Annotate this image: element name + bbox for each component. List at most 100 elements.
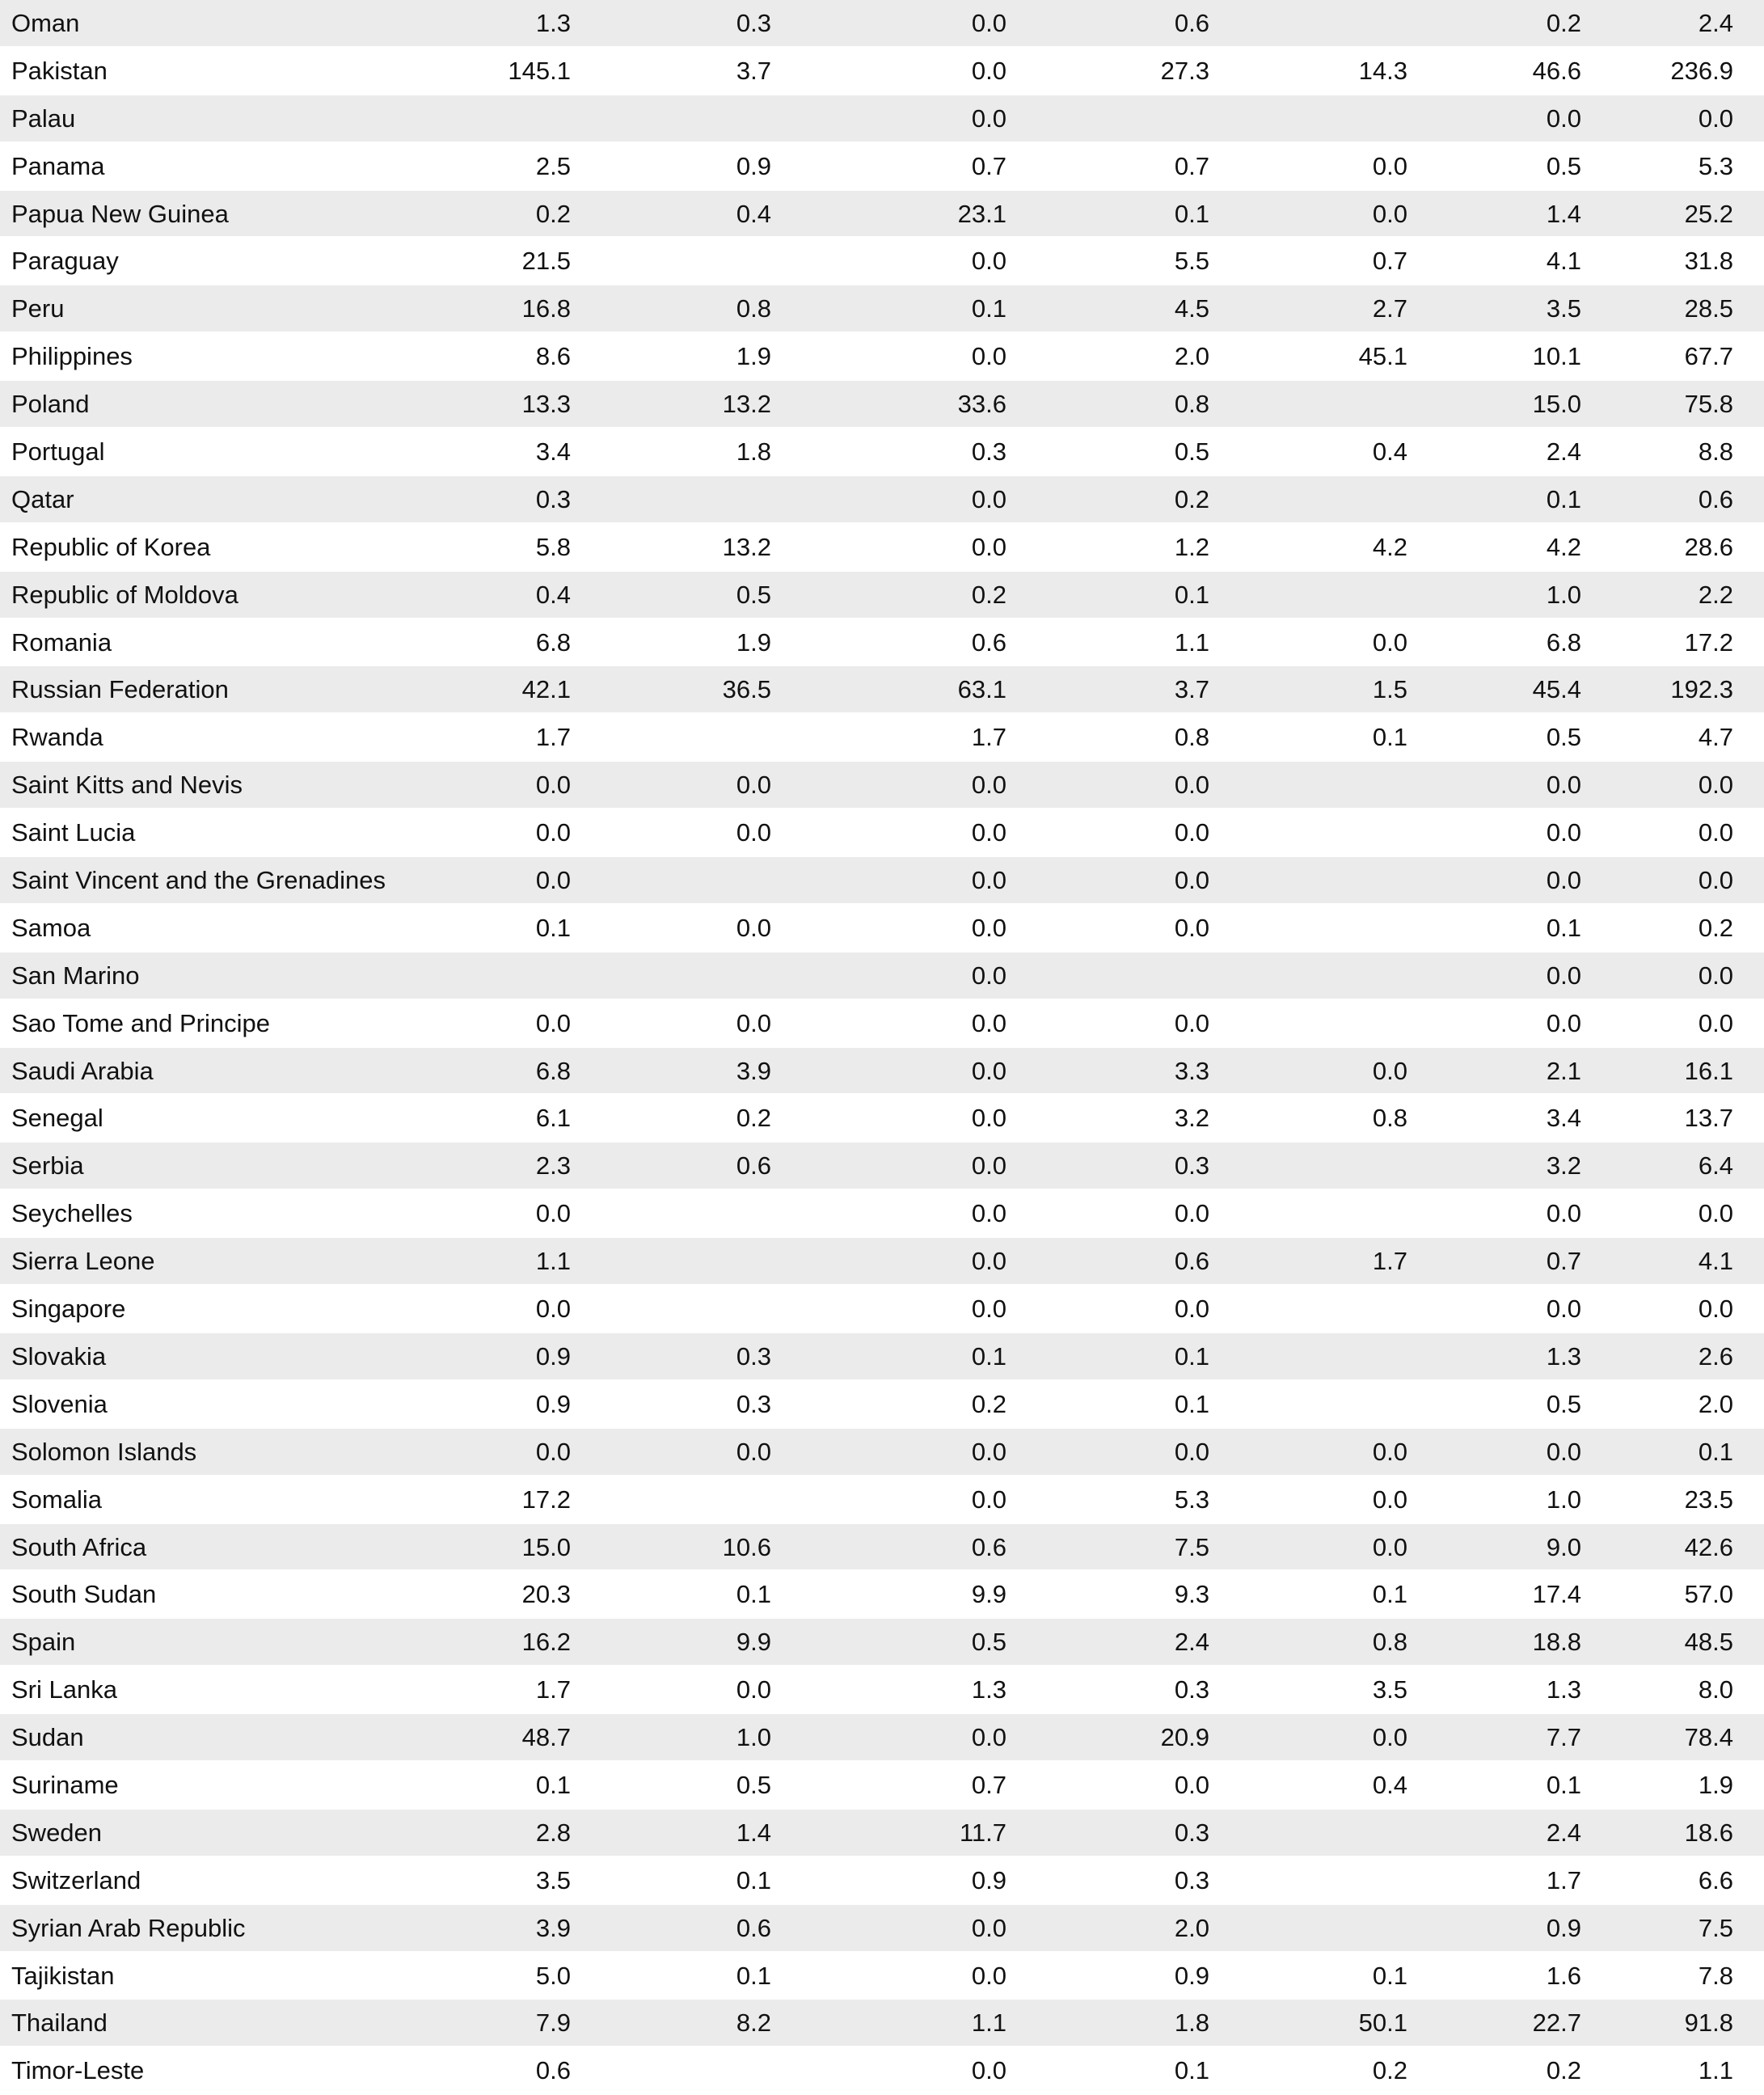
value-cell: 0.5 — [1546, 723, 1581, 752]
value-cell: 0.0 — [1372, 1723, 1407, 1752]
value-cell: 1.9 — [1698, 1770, 1733, 1799]
value-cell: 45.1 — [1358, 342, 1407, 371]
value-cell: 57.0 — [1684, 1580, 1733, 1609]
value-cell — [610, 1286, 771, 1333]
table-row: South Africa 15.0 10.6 0.6 7.5 0.0 9.0 42.6 — [0, 1523, 1764, 1572]
value-cell: 0.3 — [535, 484, 571, 513]
value-cell: 2.5 — [535, 151, 571, 180]
value-cell: 0.4 — [535, 580, 571, 609]
value-cell: 0.0 — [1546, 1437, 1581, 1466]
value-cell: 4.1 — [1698, 1247, 1733, 1276]
value-cell: 75.8 — [1684, 390, 1733, 419]
value-cell: 0.3 — [1174, 1818, 1209, 1847]
country-name: Palau — [11, 103, 76, 133]
table-row: Palau 0.0 0.0 0.0 — [0, 95, 1764, 143]
value-cell: 0.0 — [1546, 961, 1581, 990]
value-cell: 8.6 — [535, 342, 571, 371]
value-cell: 4.1 — [1546, 247, 1581, 276]
value-cell: 25.2 — [1684, 199, 1733, 228]
value-cell: 22.7 — [1532, 2008, 1581, 2038]
country-name: Qatar — [11, 484, 74, 513]
table-row: Syrian Arab Republic 3.9 0.6 0.0 2.0 0.9 7.5 — [0, 1904, 1764, 1953]
value-cell — [1246, 95, 1407, 143]
value-cell: 2.0 — [1174, 1913, 1209, 1942]
value-cell: 0.8 — [736, 294, 771, 323]
value-cell: 0.6 — [736, 1913, 771, 1942]
value-cell — [1246, 1190, 1407, 1238]
value-cell: 0.0 — [1698, 1199, 1733, 1228]
value-cell: 0.2 — [736, 1104, 771, 1133]
value-cell: 0.0 — [971, 1961, 1006, 1990]
value-cell: 0.0 — [535, 1008, 571, 1037]
value-cell — [610, 2047, 771, 2095]
value-cell: 0.0 — [1546, 103, 1581, 133]
value-cell: 2.2 — [1698, 580, 1733, 609]
value-cell: 0.1 — [1372, 1961, 1407, 1990]
value-cell: 4.5 — [1174, 294, 1209, 323]
value-cell: 0.7 — [1546, 1247, 1581, 1276]
country-name: Samoa — [11, 913, 91, 942]
country-name: Papua New Guinea — [11, 199, 229, 228]
value-cell: 2.4 — [1174, 1628, 1209, 1657]
value-cell: 0.0 — [971, 961, 1006, 990]
value-cell: 0.0 — [736, 1008, 771, 1037]
country-name: Saint Kitts and Nevis — [11, 771, 243, 800]
value-cell: 3.7 — [736, 56, 771, 85]
country-name: Thailand — [11, 2008, 108, 2038]
value-cell: 3.9 — [535, 1913, 571, 1942]
value-cell: 50.1 — [1358, 2008, 1407, 2038]
value-cell: 0.0 — [1174, 866, 1209, 895]
country-name: Slovenia — [11, 1389, 108, 1418]
value-cell: 13.2 — [722, 532, 771, 561]
value-cell: 0.7 — [1174, 151, 1209, 180]
value-cell: 7.9 — [535, 2008, 571, 2038]
value-cell: 0.1 — [1174, 1389, 1209, 1418]
table-row: Tajikistan 5.0 0.1 0.0 0.9 0.1 1.6 7.8 — [0, 1953, 1764, 2000]
table-row: Solomon Islands 0.0 0.0 0.0 0.0 0.0 0.0 0.1 — [0, 1428, 1764, 1476]
value-cell: 5.8 — [535, 532, 571, 561]
table-row: Republic of Moldova 0.4 0.5 0.2 0.1 1.0 2.2 — [0, 571, 1764, 619]
table-row: Samoa 0.1 0.0 0.0 0.0 0.1 0.2 — [0, 905, 1764, 952]
value-cell: 1.4 — [1546, 199, 1581, 228]
value-cell: 0.0 — [971, 771, 1006, 800]
country-name: Somalia — [11, 1485, 102, 1514]
table-row: Republic of Korea 5.8 13.2 0.0 1.2 4.2 4.2 28.6 — [0, 524, 1764, 572]
country-name: Slovakia — [11, 1341, 107, 1371]
value-cell: 6.1 — [535, 1104, 571, 1133]
value-cell: 0.0 — [1698, 771, 1733, 800]
country-name: Sweden — [11, 1818, 103, 1847]
value-cell: 0.0 — [971, 56, 1006, 85]
value-cell: 45.4 — [1532, 675, 1581, 704]
value-cell: 28.6 — [1684, 532, 1733, 561]
table-row: Sao Tome and Principe 0.0 0.0 0.0 0.0 0.0 0.0 — [0, 1000, 1764, 1048]
value-cell: 0.0 — [971, 342, 1006, 371]
value-cell — [1246, 1143, 1407, 1190]
value-cell: 1.9 — [736, 627, 771, 657]
value-cell: 0.6 — [1174, 1247, 1209, 1276]
table-row: Papua New Guinea 0.2 0.4 23.1 0.1 0.0 1.4 25.2 — [0, 190, 1764, 239]
table-row: Switzerland 3.5 0.1 0.9 0.3 1.7 6.6 — [0, 1857, 1764, 1905]
value-cell: 145.1 — [508, 56, 571, 85]
value-cell: 0.0 — [1174, 1295, 1209, 1324]
value-cell: 1.3 — [535, 9, 571, 37]
value-cell — [610, 857, 771, 905]
table-row: Sri Lanka 1.7 0.0 1.3 0.3 3.5 1.3 8.0 — [0, 1666, 1764, 1715]
value-cell: 0.7 — [971, 151, 1006, 180]
country-name: Romania — [11, 627, 112, 657]
value-cell: 0.2 — [535, 199, 571, 228]
value-cell: 0.0 — [1372, 199, 1407, 228]
value-cell: 36.5 — [722, 675, 771, 704]
value-cell: 0.0 — [1546, 1295, 1581, 1324]
value-cell: 0.2 — [971, 1389, 1006, 1418]
table-row: South Sudan 20.3 0.1 9.9 9.3 0.1 17.4 57.0 — [0, 1571, 1764, 1620]
table-row: Peru 16.8 0.8 0.1 4.5 2.7 3.5 28.5 — [0, 285, 1764, 334]
value-cell: 67.7 — [1684, 342, 1733, 371]
value-cell: 20.3 — [521, 1580, 571, 1609]
value-cell: 1.0 — [736, 1723, 771, 1752]
value-cell: 0.0 — [1546, 1008, 1581, 1037]
value-cell: 0.0 — [971, 1485, 1006, 1514]
country-name: Portugal — [11, 437, 105, 467]
value-cell: 0.4 — [1372, 1770, 1407, 1799]
value-cell: 5.0 — [535, 1961, 571, 1990]
country-name: Syrian Arab Republic — [11, 1913, 246, 1942]
